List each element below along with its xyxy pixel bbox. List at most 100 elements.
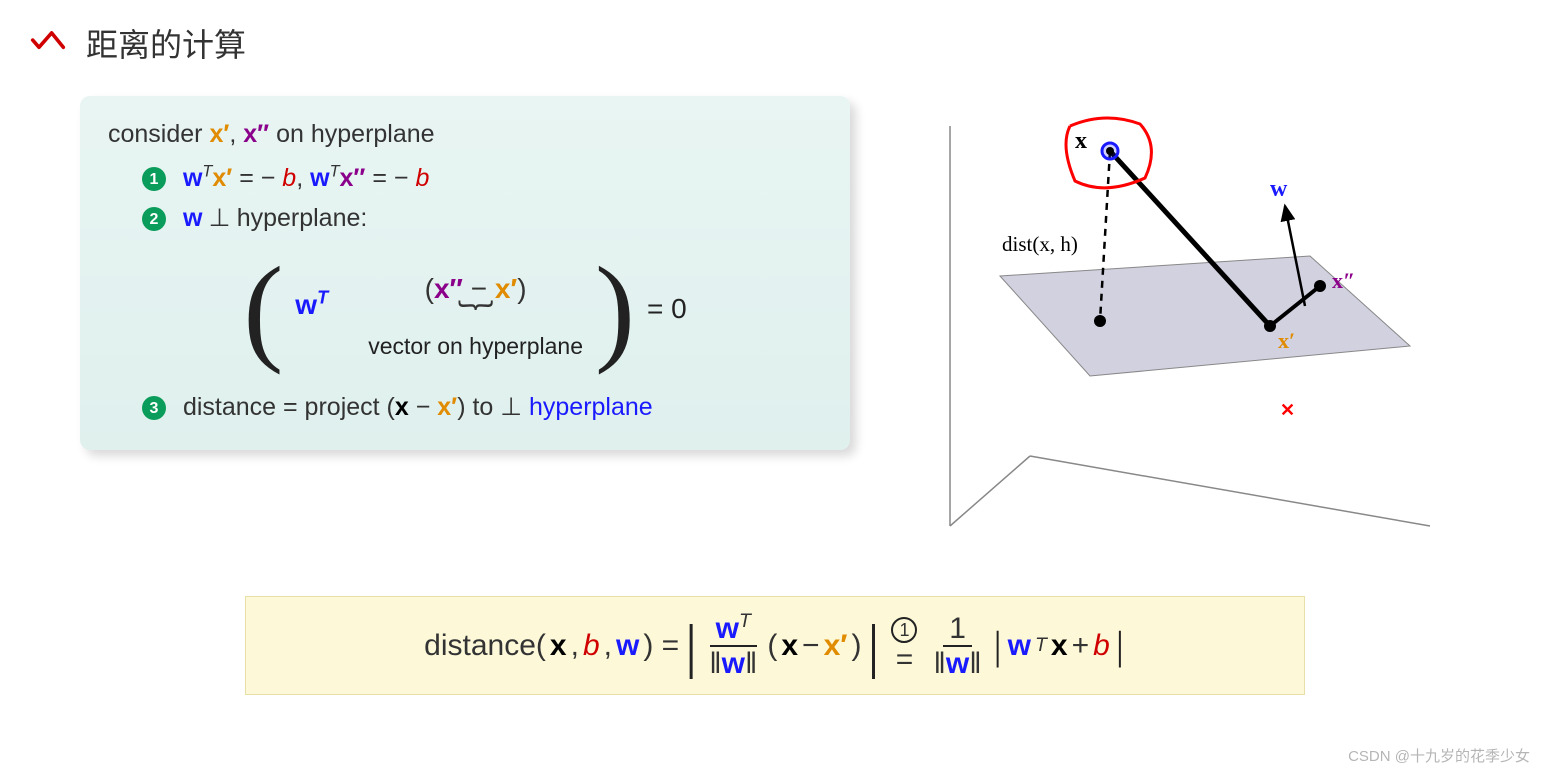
eq1-w2: w xyxy=(310,164,329,192)
point-xprime xyxy=(1264,320,1276,332)
axis-diag2 xyxy=(1030,456,1430,526)
frac-1-over-normw: 1 ‖w‖ xyxy=(927,612,987,680)
l3-x: x xyxy=(395,393,409,421)
f2d-c: ‖ xyxy=(969,647,981,680)
derivation-panel: consider x′, x″ on hyperplane 1 wTx′ = −… xyxy=(80,96,850,450)
bullet-3-line: 3 distance = project (x − x′) to ⊥ hyper… xyxy=(142,387,822,428)
f-c1: , xyxy=(571,629,579,663)
l3-hyp: hyperplane xyxy=(522,393,653,421)
page-title: 距离的计算 xyxy=(86,20,246,66)
label-xp: x′ xyxy=(1278,328,1295,353)
lparen-icon: ( xyxy=(243,261,283,357)
eq1-w1: w xyxy=(183,164,202,192)
t-b: b xyxy=(1093,629,1110,663)
f1n-T: T xyxy=(739,610,751,632)
inner-group: wT (x″ − x′) ︸ vector on hyperplane xyxy=(295,253,583,365)
math-equation: ( wT (x″ − x′) ︸ vector on hyperplane ) … xyxy=(108,253,822,365)
check-icon xyxy=(30,27,66,60)
underbrace-icon: ︸ xyxy=(368,312,583,326)
f-w: w xyxy=(616,629,639,663)
eq1-xpp: x″ xyxy=(340,164,366,192)
on-hyp: on hyperplane xyxy=(269,120,434,148)
l3-minus: − xyxy=(409,393,438,421)
content-row: consider x′, x″ on hyperplane 1 wTx′ = −… xyxy=(80,96,1530,556)
point-foot xyxy=(1094,315,1106,327)
diagram-svg: x dist(x, h) w x″ x′ ✕ xyxy=(910,96,1440,556)
l3-pre: distance = project ( xyxy=(183,393,395,421)
eq-sign: = xyxy=(896,645,914,675)
f-closeeq: ) = xyxy=(643,629,679,663)
eq1-T1: T xyxy=(202,163,212,181)
header: 距离的计算 xyxy=(30,20,1530,66)
l3-xp: x′ xyxy=(437,393,457,421)
frac-wT-over-normw: wT ‖w‖ xyxy=(703,611,763,680)
f-pminus: − xyxy=(802,629,820,663)
l2-hyp: hyperplane: xyxy=(237,204,368,232)
label-x: x xyxy=(1075,128,1087,154)
label-dist: dist(x, h) xyxy=(1002,232,1078,256)
bullet-2-line: 2 w ⊥ hyperplane: xyxy=(142,198,822,239)
x-pprime: x″ xyxy=(243,120,269,148)
abs-l1: | xyxy=(683,628,699,664)
l3-mid: ) to xyxy=(457,393,500,421)
point-xpprime xyxy=(1314,280,1326,292)
bullet-2-icon: 2 xyxy=(142,207,166,231)
dxp: x′ xyxy=(495,273,517,304)
f-popen: ( xyxy=(767,629,777,663)
distance-formula: distance(x, b, w) = | wT ‖w‖ (x − x′) | … xyxy=(245,596,1305,695)
dclose: ) xyxy=(517,273,526,304)
frac1-num: wT xyxy=(710,611,757,647)
eq1-m2: = − xyxy=(365,164,415,192)
eq1-sep: , xyxy=(296,164,310,192)
bullet-3-icon: 3 xyxy=(142,396,166,420)
bullet-1-line: 1 wTx′ = − b, wTx″ = − b xyxy=(142,158,822,198)
t-T: T xyxy=(1035,634,1047,657)
bullet-1-icon: 1 xyxy=(142,167,166,191)
f1d-o: ‖ xyxy=(709,647,721,680)
l2-perp: ⊥ xyxy=(202,205,236,232)
watermark: CSDN @十九岁的花季少女 xyxy=(1348,745,1530,766)
abs-r1: | xyxy=(865,628,881,664)
sep: , xyxy=(229,120,243,148)
f1n-w: w xyxy=(716,612,739,645)
label-xpp: x″ xyxy=(1332,268,1355,293)
f-pclose: ) xyxy=(851,629,861,663)
f-c2: , xyxy=(604,629,612,663)
abs-r2: | xyxy=(1114,634,1126,658)
annotated-equals: 1 = xyxy=(891,617,917,675)
f2-den: ‖w‖ xyxy=(927,647,987,680)
abs-l2: | xyxy=(992,634,1004,658)
axis-diag1 xyxy=(950,456,1030,526)
frac1-den: ‖w‖ xyxy=(703,647,763,680)
f2d-o: ‖ xyxy=(933,647,945,680)
t-w: w xyxy=(1008,629,1031,663)
eq1-b2: b xyxy=(415,164,429,192)
red-cross: ✕ xyxy=(1280,400,1295,420)
x-prime: x′ xyxy=(209,120,229,148)
f1d-w: w xyxy=(722,647,745,680)
f-x: x xyxy=(550,629,567,663)
math-wT: wT xyxy=(295,267,328,328)
hyperplane-diagram: x dist(x, h) w x″ x′ ✕ xyxy=(910,96,1440,556)
f-pxp: x′ xyxy=(824,629,848,663)
rparen-icon: ) xyxy=(595,261,635,357)
f2d-w: w xyxy=(946,647,969,680)
f-pre: distance( xyxy=(424,629,546,663)
f-px: x xyxy=(781,629,798,663)
t-x: x xyxy=(1051,629,1068,663)
consider-line: consider x′, x″ on hyperplane xyxy=(108,114,822,154)
eq1-T2: T xyxy=(330,163,340,181)
f-b: b xyxy=(583,629,600,663)
label-w: w xyxy=(1270,176,1288,202)
math-w: w xyxy=(295,289,317,320)
eq1-xp: x′ xyxy=(212,164,232,192)
math-T: T xyxy=(317,288,328,308)
f2-num: 1 xyxy=(943,612,972,647)
eq1-b1: b xyxy=(282,164,296,192)
dopen: ( xyxy=(425,273,434,304)
eq-zero: = 0 xyxy=(647,287,687,332)
eq1-m1: = − xyxy=(232,164,282,192)
point-x-inner xyxy=(1106,147,1114,155)
l3-perp: ⊥ xyxy=(500,394,522,421)
brace-label: vector on hyperplane xyxy=(368,328,583,365)
